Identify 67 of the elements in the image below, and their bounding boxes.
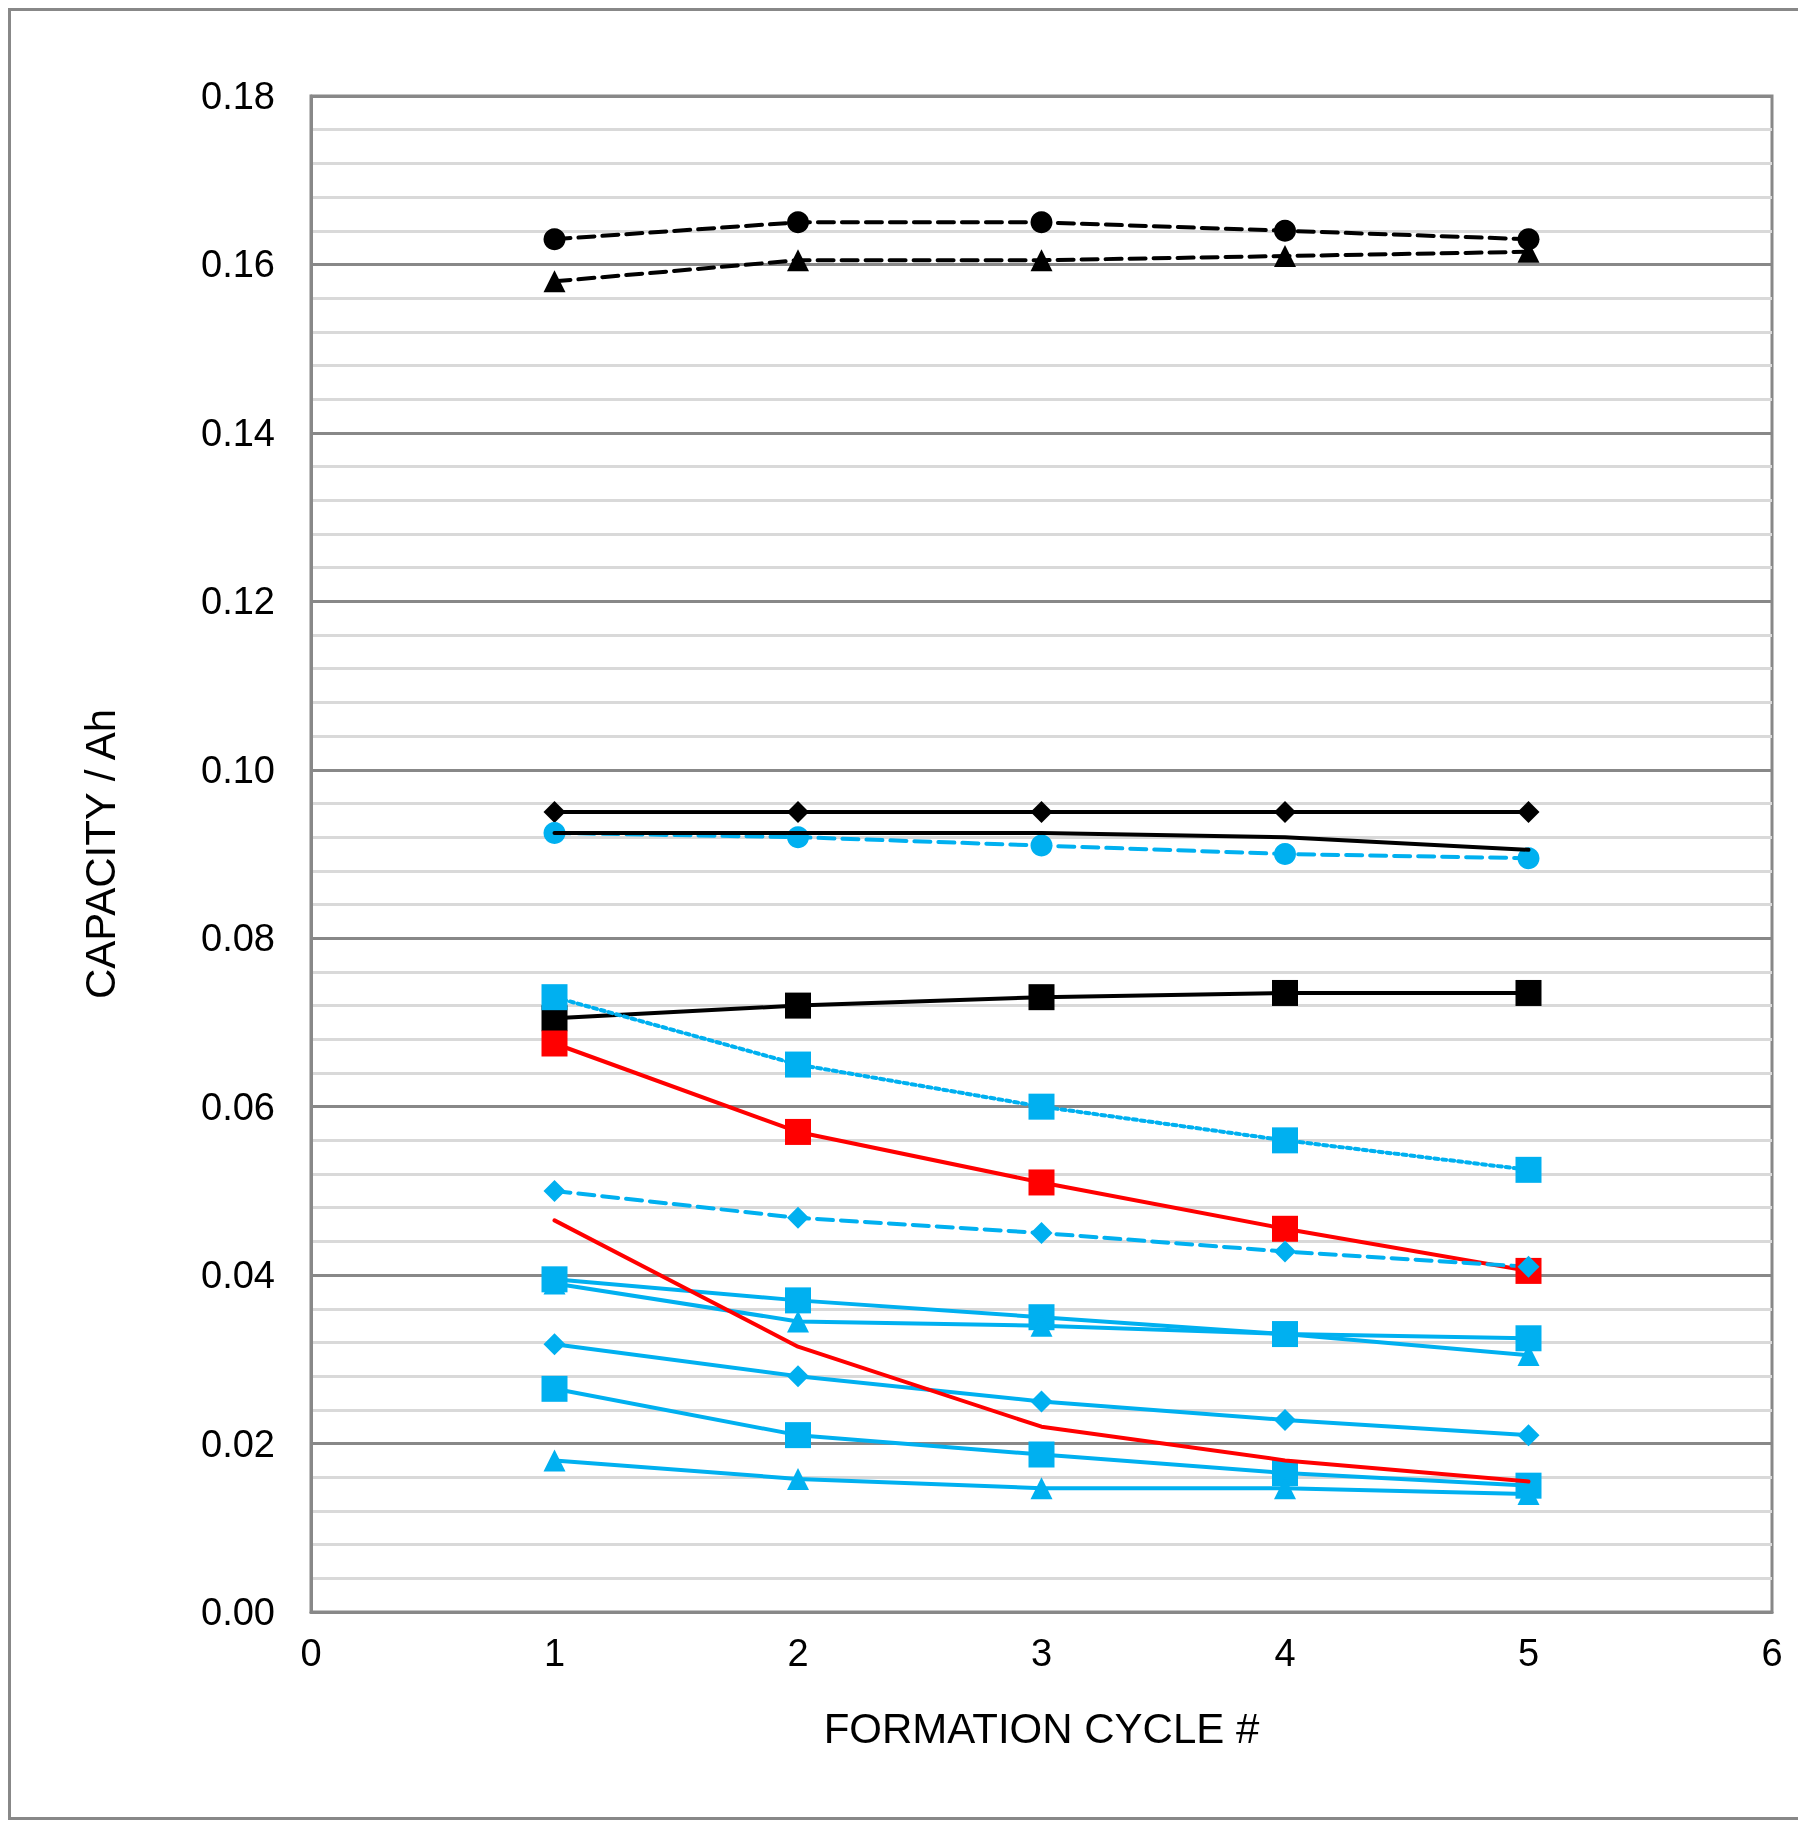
- point: [1272, 979, 1298, 1006]
- point: [1515, 979, 1542, 1006]
- point: [541, 1030, 568, 1057]
- point: [1515, 1156, 1542, 1183]
- point: [1274, 843, 1296, 865]
- x-tick-label: 2: [787, 1632, 809, 1674]
- y-axis-title: CAPACITY / Ah: [76, 708, 124, 1000]
- point: [1517, 1424, 1540, 1447]
- x-tick-label: 4: [1274, 1632, 1296, 1674]
- point: [787, 1365, 809, 1388]
- point: [1030, 249, 1053, 272]
- y-tick-label: 0.18: [201, 75, 275, 117]
- point: [787, 1310, 809, 1333]
- y-tick-label: 0.12: [201, 580, 275, 623]
- point: [785, 1051, 811, 1078]
- point: [787, 211, 809, 234]
- point: [1274, 245, 1296, 268]
- y-tick-label: 0.04: [201, 1254, 275, 1297]
- point: [1028, 1093, 1055, 1120]
- point: [543, 270, 566, 293]
- point: [1028, 1169, 1055, 1196]
- y-tick-label: 0.16: [201, 243, 275, 286]
- point: [1030, 800, 1053, 823]
- point: [787, 1206, 809, 1229]
- point: [1274, 1408, 1296, 1431]
- point: [1517, 800, 1540, 823]
- y-tick-label: 0.08: [201, 917, 275, 960]
- x-axis-title: FORMATION CYCLE #: [823, 1704, 1260, 1752]
- point: [785, 1118, 811, 1145]
- point: [785, 992, 811, 1019]
- point: [1030, 1390, 1053, 1413]
- point: [1517, 1255, 1540, 1278]
- point: [1272, 1215, 1298, 1242]
- point: [1028, 1441, 1055, 1468]
- point: [1274, 1240, 1296, 1263]
- point: [1517, 847, 1540, 870]
- point: [543, 1179, 566, 1202]
- point: [785, 1422, 811, 1449]
- point: [1274, 800, 1296, 823]
- point: [543, 1333, 566, 1356]
- point: [541, 984, 568, 1011]
- point: [787, 1467, 809, 1490]
- point: [543, 228, 566, 251]
- point: [543, 1449, 566, 1472]
- point: [1030, 1222, 1053, 1244]
- x-tick-label: 5: [1517, 1632, 1540, 1674]
- x-tick-label: 6: [1761, 1632, 1783, 1674]
- y-tick-label: 0.06: [201, 1085, 275, 1128]
- point: [1028, 984, 1055, 1011]
- y-tick-label: 0.02: [201, 1422, 275, 1465]
- y-tick-label: 0.14: [201, 411, 275, 454]
- point: [543, 800, 566, 823]
- x-tick-label: 3: [1030, 1632, 1053, 1674]
- point: [1030, 1477, 1053, 1500]
- point: [541, 1375, 568, 1402]
- y-tick-label: 0.00: [201, 1591, 275, 1633]
- point: [787, 249, 809, 272]
- point: [1030, 834, 1053, 857]
- x-tick-label: 0: [300, 1632, 322, 1674]
- point: [787, 800, 809, 823]
- point: [785, 1287, 811, 1314]
- point: [1272, 1127, 1298, 1154]
- point: [1030, 211, 1053, 234]
- point: [1515, 1325, 1542, 1352]
- y-tick-label: 0.10: [201, 748, 275, 791]
- point: [1274, 219, 1296, 242]
- x-tick-label: 1: [543, 1632, 566, 1674]
